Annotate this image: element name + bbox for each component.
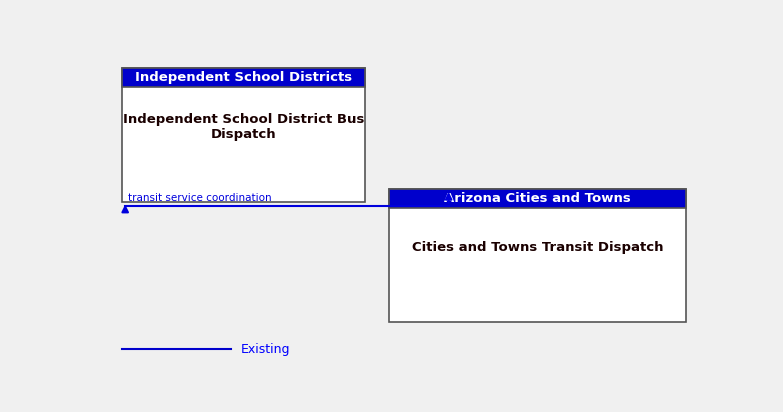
Text: Existing: Existing — [240, 343, 290, 356]
Text: Independent School Districts: Independent School Districts — [135, 71, 352, 84]
Bar — [122, 68, 365, 87]
Text: Arizona Cities and Towns: Arizona Cities and Towns — [445, 192, 631, 205]
Bar — [389, 189, 687, 322]
Text: transit service coordination: transit service coordination — [128, 193, 272, 203]
Text: Independent School District Bus
Dispatch: Independent School District Bus Dispatch — [123, 113, 364, 141]
Bar — [389, 189, 687, 208]
Bar — [122, 68, 365, 202]
Text: Cities and Towns Transit Dispatch: Cities and Towns Transit Dispatch — [412, 241, 663, 254]
